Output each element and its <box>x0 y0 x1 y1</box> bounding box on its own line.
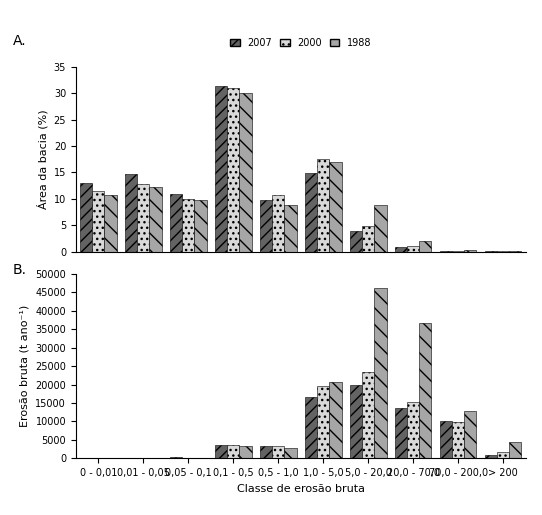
Bar <box>260 446 272 458</box>
Bar <box>375 205 386 251</box>
Bar <box>272 195 285 251</box>
Bar <box>407 402 420 458</box>
Legend: 2007, 2000, 1988: 2007, 2000, 1988 <box>227 35 375 50</box>
Bar <box>485 455 497 458</box>
Bar <box>407 246 420 251</box>
Bar <box>317 159 330 251</box>
Bar <box>105 195 117 251</box>
Bar <box>227 445 240 458</box>
Bar <box>440 250 452 251</box>
Bar <box>272 446 285 458</box>
Bar <box>150 187 162 251</box>
Bar <box>464 250 476 251</box>
Bar <box>330 162 341 251</box>
Bar <box>182 199 195 251</box>
Bar <box>350 231 362 251</box>
Bar <box>350 385 362 458</box>
Bar <box>395 408 407 458</box>
Bar <box>170 457 182 458</box>
Bar <box>195 200 207 251</box>
Bar <box>497 452 509 458</box>
Bar <box>80 183 92 251</box>
Bar <box>317 386 330 458</box>
Bar <box>125 174 137 251</box>
Bar <box>420 323 431 458</box>
Bar <box>240 93 251 251</box>
Bar <box>305 173 317 251</box>
Bar <box>395 247 407 251</box>
Bar <box>362 372 375 458</box>
Bar <box>509 442 521 458</box>
Bar <box>170 194 182 251</box>
Bar <box>362 226 375 251</box>
Bar <box>375 288 386 458</box>
Bar <box>260 200 272 251</box>
X-axis label: Classe de erosão bruta: Classe de erosão bruta <box>237 484 365 494</box>
Bar <box>215 445 227 458</box>
Bar <box>420 241 431 251</box>
Bar <box>92 191 105 251</box>
Bar <box>452 250 464 251</box>
Bar <box>240 446 251 458</box>
Bar <box>285 448 296 458</box>
Text: A.: A. <box>13 33 27 48</box>
Bar <box>440 421 452 458</box>
Text: B.: B. <box>13 263 27 277</box>
Y-axis label: Erosão bruta (t ano⁻¹): Erosão bruta (t ano⁻¹) <box>20 305 30 427</box>
Bar <box>137 184 150 251</box>
Bar <box>227 88 240 251</box>
Bar <box>305 397 317 458</box>
Bar <box>285 205 296 251</box>
Bar <box>215 86 227 251</box>
Bar <box>452 422 464 458</box>
Bar <box>330 382 341 458</box>
Y-axis label: Área da bacia (%): Área da bacia (%) <box>37 110 48 209</box>
Bar <box>464 411 476 458</box>
